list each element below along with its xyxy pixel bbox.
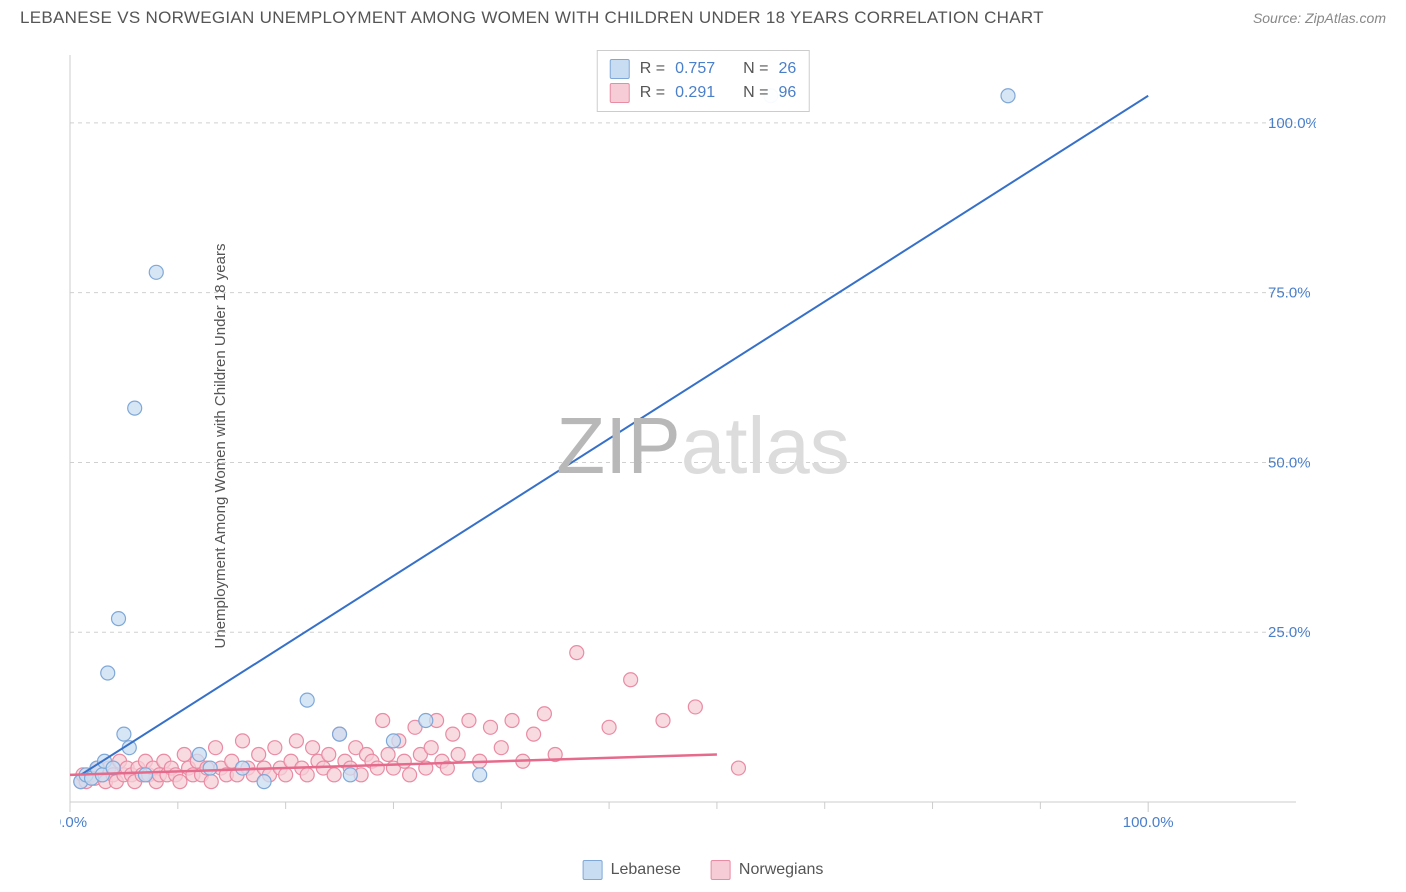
stats-r-label: R = [640,60,665,78]
stats-n-value: 26 [778,60,796,78]
legend-label-lebanese: Lebanese [611,861,681,879]
svg-text:25.0%: 25.0% [1268,624,1311,641]
svg-text:100.0%: 100.0% [1123,814,1174,831]
svg-text:0.0%: 0.0% [60,814,87,831]
legend-label-norwegians: Norwegians [739,861,823,879]
stats-r-value: 0.291 [675,84,715,102]
stats-n-value: 96 [778,84,796,102]
svg-text:75.0%: 75.0% [1268,285,1311,302]
stats-swatch-lebanese [610,59,630,79]
legend-bottom: Lebanese Norwegians [583,860,824,880]
svg-text:100.0%: 100.0% [1268,115,1316,132]
svg-text:50.0%: 50.0% [1268,454,1311,471]
stats-n-label: N = [743,60,768,78]
legend-swatch-lebanese [583,860,603,880]
stats-r-value: 0.757 [675,60,715,78]
source-label: Source: ZipAtlas.com [1253,10,1386,26]
chart-header: LEBANESE VS NORWEGIAN UNEMPLOYMENT AMONG… [0,0,1406,32]
legend-swatch-norwegians [711,860,731,880]
chart-title: LEBANESE VS NORWEGIAN UNEMPLOYMENT AMONG… [20,8,1044,28]
legend-item-lebanese: Lebanese [583,860,681,880]
stats-row-lebanese: R = 0.757 N = 26 [610,57,797,81]
legend-item-norwegians: Norwegians [711,860,823,880]
chart-svg: 25.0% 50.0% 75.0% 100.0% 0.0% 100.0% [60,45,1316,832]
stats-legend: R = 0.757 N = 26 R = 0.291 N = 96 [597,50,810,112]
stats-n-label: N = [743,84,768,102]
stats-r-label: R = [640,84,665,102]
stats-swatch-norwegians [610,83,630,103]
stats-row-norwegians: R = 0.291 N = 96 [610,81,797,105]
chart-plot-area: 25.0% 50.0% 75.0% 100.0% 0.0% 100.0% [60,45,1316,832]
